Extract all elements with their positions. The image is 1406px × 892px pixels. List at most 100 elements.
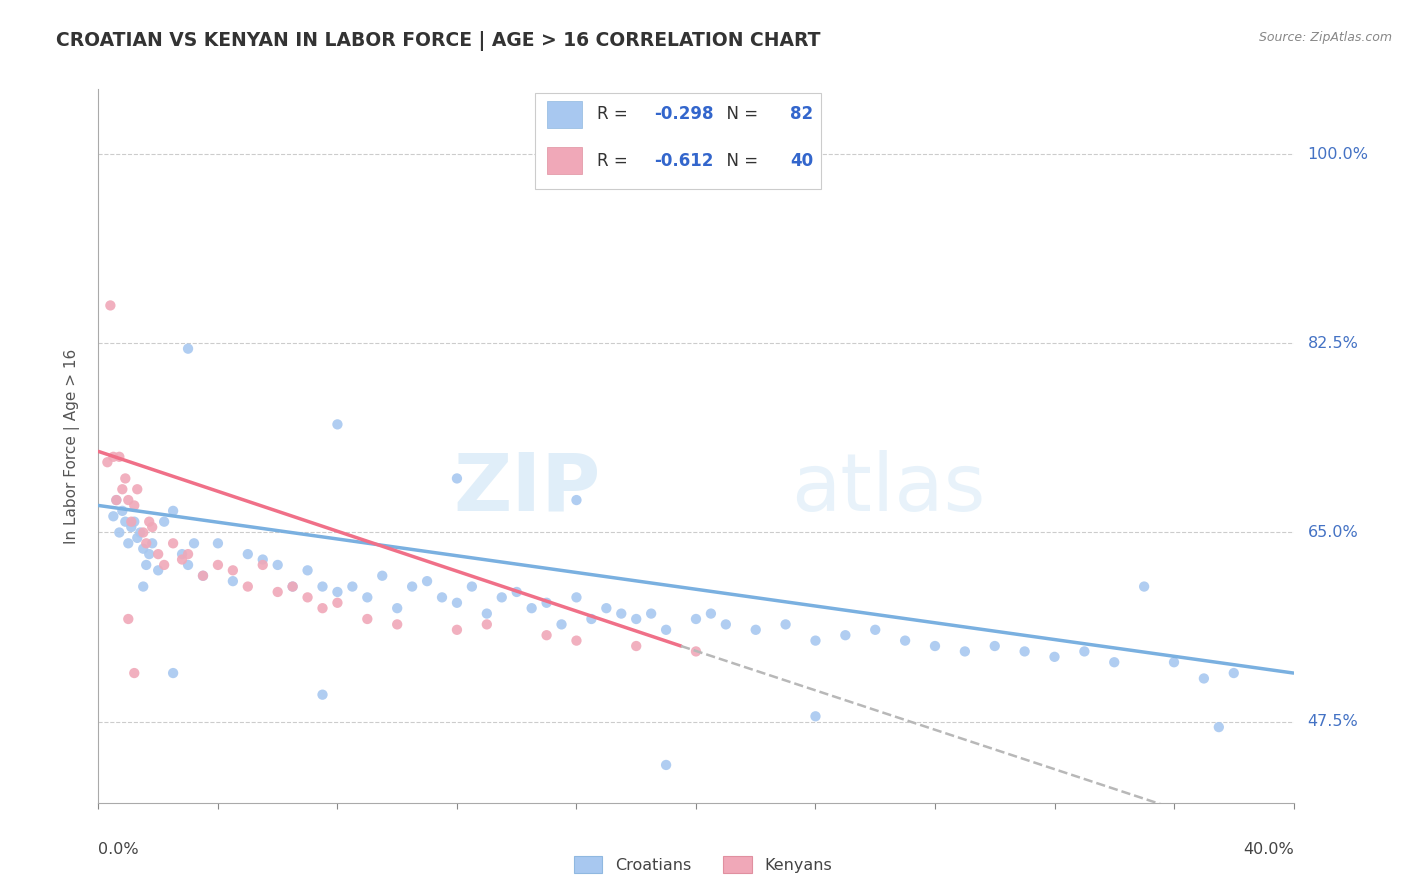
Point <box>267 558 290 572</box>
Point <box>1208 720 1230 734</box>
Point <box>222 563 245 577</box>
Point <box>222 574 245 589</box>
Point <box>96 455 118 469</box>
Point <box>162 504 184 518</box>
Point <box>148 547 170 561</box>
Point <box>475 607 498 621</box>
Point <box>685 644 707 658</box>
Point <box>114 515 136 529</box>
Point <box>297 563 319 577</box>
Point <box>565 591 588 605</box>
Point <box>111 504 134 518</box>
Point <box>138 515 160 529</box>
Point <box>624 639 647 653</box>
Point <box>565 633 588 648</box>
Point <box>385 617 409 632</box>
Point <box>111 482 134 496</box>
Point <box>108 525 131 540</box>
Point <box>446 471 468 485</box>
Point <box>252 552 274 566</box>
FancyBboxPatch shape <box>534 93 821 189</box>
Point <box>311 688 333 702</box>
Point <box>804 709 827 723</box>
Point <box>326 417 349 432</box>
Y-axis label: In Labor Force | Age > 16: In Labor Force | Age > 16 <box>63 349 80 543</box>
Point <box>297 591 319 605</box>
Point <box>342 580 364 594</box>
Point <box>281 580 304 594</box>
Point <box>685 612 707 626</box>
Point <box>141 536 163 550</box>
Point <box>141 520 163 534</box>
Point <box>536 628 558 642</box>
Point <box>207 558 229 572</box>
Point <box>207 536 229 550</box>
Point <box>1222 666 1246 681</box>
Point <box>105 493 128 508</box>
Point <box>714 617 737 632</box>
Text: N =: N = <box>716 152 763 169</box>
Point <box>132 580 155 594</box>
Point <box>236 580 259 594</box>
Point <box>804 633 827 648</box>
Point <box>124 515 146 529</box>
Point <box>105 493 128 508</box>
Point <box>1014 644 1036 658</box>
Text: 100.0%: 100.0% <box>1308 146 1368 161</box>
Point <box>446 623 468 637</box>
Point <box>624 612 647 626</box>
Point <box>162 666 184 681</box>
Point <box>565 493 588 508</box>
Point <box>127 482 149 496</box>
Point <box>385 601 409 615</box>
Point <box>700 607 723 621</box>
Text: R =: R = <box>596 105 633 123</box>
Point <box>135 536 157 550</box>
Point <box>117 612 139 626</box>
Text: 82: 82 <box>790 105 814 123</box>
Point <box>775 617 797 632</box>
Text: 47.5%: 47.5% <box>1308 714 1358 729</box>
Point <box>1102 655 1125 669</box>
Point <box>129 525 152 540</box>
Point <box>401 580 423 594</box>
Point <box>506 585 529 599</box>
Point <box>311 580 333 594</box>
FancyBboxPatch shape <box>547 101 582 128</box>
Point <box>153 558 176 572</box>
Point <box>127 531 149 545</box>
Point <box>172 552 194 566</box>
Point <box>983 639 1005 653</box>
Point <box>446 596 468 610</box>
Point <box>132 525 155 540</box>
Text: 40.0%: 40.0% <box>1243 842 1294 856</box>
Point <box>281 580 304 594</box>
Point <box>103 450 125 464</box>
Point <box>138 547 160 561</box>
Point <box>132 541 155 556</box>
Point <box>416 574 439 589</box>
Text: CROATIAN VS KENYAN IN LABOR FORCE | AGE > 16 CORRELATION CHART: CROATIAN VS KENYAN IN LABOR FORCE | AGE … <box>56 31 821 51</box>
Point <box>550 617 572 632</box>
Point <box>177 547 200 561</box>
Point <box>114 471 136 485</box>
Text: R =: R = <box>596 152 633 169</box>
Point <box>430 591 453 605</box>
Text: atlas: atlas <box>792 450 986 528</box>
Point <box>326 596 349 610</box>
Point <box>595 601 617 615</box>
Point <box>461 580 484 594</box>
Point <box>124 666 146 681</box>
Text: 0.0%: 0.0% <box>98 842 139 856</box>
Point <box>745 623 768 637</box>
Text: 82.5%: 82.5% <box>1308 335 1358 351</box>
Text: 40: 40 <box>790 152 814 169</box>
Point <box>371 568 394 582</box>
Point <box>655 623 678 637</box>
Point <box>162 536 184 550</box>
Point <box>311 601 333 615</box>
FancyBboxPatch shape <box>547 147 582 174</box>
Point <box>640 607 662 621</box>
Point <box>153 515 176 529</box>
Point <box>172 547 194 561</box>
